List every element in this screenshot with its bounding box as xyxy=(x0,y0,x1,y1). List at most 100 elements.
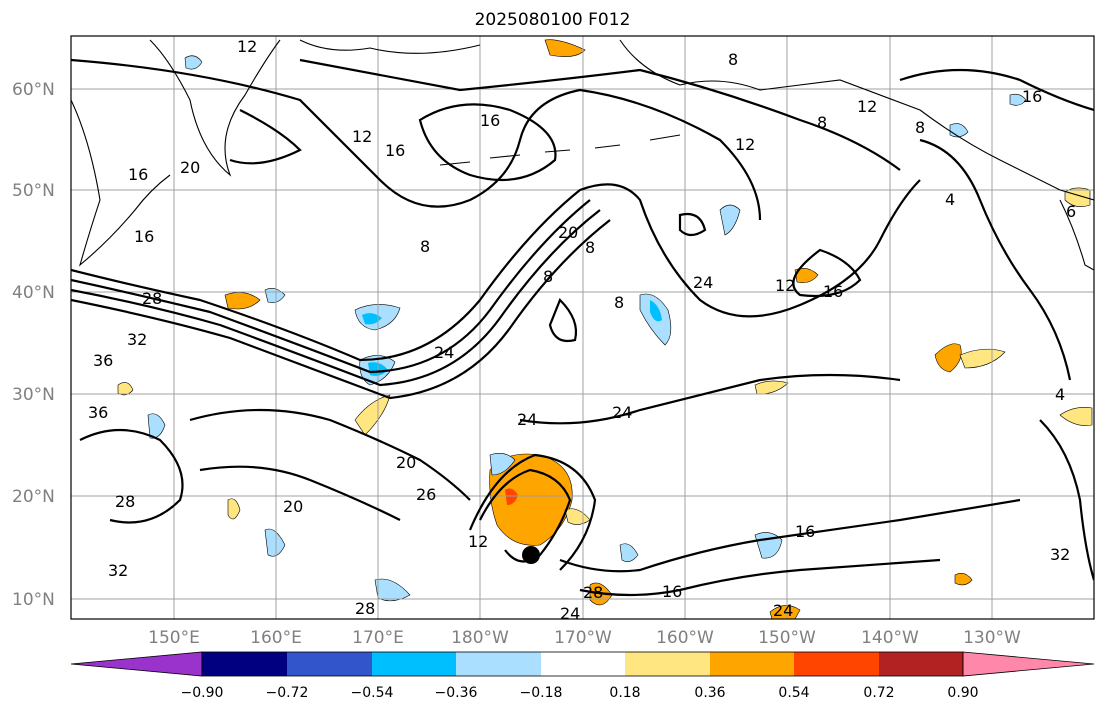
contour-label: 16 xyxy=(1022,87,1042,106)
contour-label: 20 xyxy=(180,158,200,177)
contours xyxy=(71,58,1094,597)
contour-label: 12 xyxy=(352,127,372,146)
coastlines xyxy=(71,39,1094,271)
contour-label: 16 xyxy=(480,111,500,130)
coast-japan-kuril xyxy=(71,99,171,267)
lat-label: 30°N xyxy=(12,385,55,405)
contour-label: 4 xyxy=(1055,385,1065,404)
contour-labels: 12 16 8 16 12 8 12 16 20 16 12 8 8 20 8 … xyxy=(88,37,1076,623)
latitude-labels: 60°N 50°N 40°N 30°N 20°N 10°N xyxy=(12,80,55,610)
coast-kamchatka xyxy=(149,39,281,177)
contour-label: 12 xyxy=(735,135,755,154)
coast-aleutians xyxy=(439,134,681,166)
contour-label: 28 xyxy=(355,599,375,618)
colorbar-bin xyxy=(879,652,963,676)
contour-label: 24 xyxy=(560,604,580,623)
yellow-patch-11 xyxy=(117,382,134,396)
cyan-patch-3 xyxy=(650,300,662,322)
contour-label: 16 xyxy=(823,282,843,301)
yellow-patch-9 xyxy=(769,605,801,619)
contour-label: 24 xyxy=(517,410,537,429)
contour-label: 20 xyxy=(396,453,416,472)
blue-patch-9 xyxy=(949,123,969,138)
blue-patch-14 xyxy=(619,543,639,562)
colorbar: −0.90 −0.72 −0.54 −0.36 −0.18 0.18 0.36 … xyxy=(70,651,1095,701)
contour-label: 12 xyxy=(857,97,877,116)
contour-label: 24 xyxy=(612,403,632,422)
yellow-patch-1 xyxy=(544,39,586,57)
colorbar-tick: 0.36 xyxy=(694,685,725,701)
contour-label: 8 xyxy=(728,50,738,69)
blue-patch-13 xyxy=(264,528,286,557)
lon-label: 140°W xyxy=(861,628,919,648)
contour-label: 24 xyxy=(773,601,793,620)
yellow-patch-14 xyxy=(954,573,973,586)
lon-label: 160°E xyxy=(250,628,302,648)
blue-patch-12 xyxy=(264,288,286,303)
lon-label: 180°W xyxy=(451,628,509,648)
contour-label: 12 xyxy=(775,276,795,295)
colorbar-bin xyxy=(287,652,372,676)
yellow-patch-4 xyxy=(959,348,1006,369)
yellow-patch-3 xyxy=(934,343,962,373)
colorbar-tick: −0.36 xyxy=(435,685,478,701)
contour-label: 8 xyxy=(817,113,827,132)
contour-label: 8 xyxy=(915,118,925,137)
contour-label: 28 xyxy=(583,583,603,602)
contour-label: 12 xyxy=(237,37,257,56)
longitude-labels: 150°E 160°E 170°E 180°W 170°W 160°W 150°… xyxy=(148,628,1021,648)
contour-label: 26 xyxy=(416,485,436,504)
contour-label: 28 xyxy=(115,492,135,511)
lon-label: 150°W xyxy=(758,628,816,648)
yellow-patch-5 xyxy=(794,268,819,283)
contour-label: 28 xyxy=(142,289,162,308)
colorbar-tick: 0.90 xyxy=(947,685,978,701)
cyan-patch-1 xyxy=(362,313,382,325)
shaded-field xyxy=(117,39,1093,619)
lon-label: 170°E xyxy=(352,628,404,648)
yellow-patch-15 xyxy=(564,508,591,525)
storm-center-marker xyxy=(522,546,540,564)
contour-label: 16 xyxy=(385,141,405,160)
map-title: 2025080100 F012 xyxy=(474,10,631,30)
yellow-patch-2 xyxy=(224,292,261,310)
lat-label: 40°N xyxy=(12,283,55,303)
colorbar-bin xyxy=(710,652,794,676)
contour-label: 8 xyxy=(420,237,430,256)
colorbar-tick: 0.72 xyxy=(863,685,894,701)
blue-patch-6 xyxy=(754,532,783,559)
contour-label: 4 xyxy=(945,190,955,209)
colorbar-bin xyxy=(372,652,456,676)
contour-label: 32 xyxy=(127,330,147,349)
contour-label: 20 xyxy=(283,497,303,516)
colorbar-tick: −0.72 xyxy=(266,685,309,701)
lon-label: 160°W xyxy=(656,628,714,648)
lat-label: 10°N xyxy=(12,590,55,610)
contour-label: 12 xyxy=(468,532,488,551)
lat-label: 50°N xyxy=(12,181,55,201)
blue-patch-7 xyxy=(147,413,166,439)
contour-label: 32 xyxy=(108,561,128,580)
colorbar-bin xyxy=(625,652,710,676)
colorbar-bin xyxy=(456,652,541,676)
coast-north-america xyxy=(1059,199,1094,271)
blue-patch-4 xyxy=(489,453,516,476)
colorbar-bin xyxy=(202,652,287,676)
yellow-patch-10 xyxy=(1059,407,1093,426)
contour-label: 8 xyxy=(614,293,624,312)
contour-label: 32 xyxy=(1050,545,1070,564)
colorbar-tick: 0.18 xyxy=(609,685,640,701)
yellow-patch-12 xyxy=(227,498,241,520)
contour-label: 16 xyxy=(795,522,815,541)
colorbar-frame xyxy=(201,651,964,677)
colorbar-tick: −0.54 xyxy=(351,685,394,701)
contour-label: 16 xyxy=(134,227,154,246)
yellow-patch-13 xyxy=(1064,187,1091,207)
contour-label: 8 xyxy=(585,238,595,257)
contour-label: 36 xyxy=(93,351,113,370)
colorbar-extend-low xyxy=(70,651,203,677)
coast-alaska xyxy=(619,39,1094,201)
blue-patch-5 xyxy=(374,578,411,602)
colorbar-extend-high xyxy=(962,651,1095,677)
colorbar-tick: −0.18 xyxy=(520,685,563,701)
